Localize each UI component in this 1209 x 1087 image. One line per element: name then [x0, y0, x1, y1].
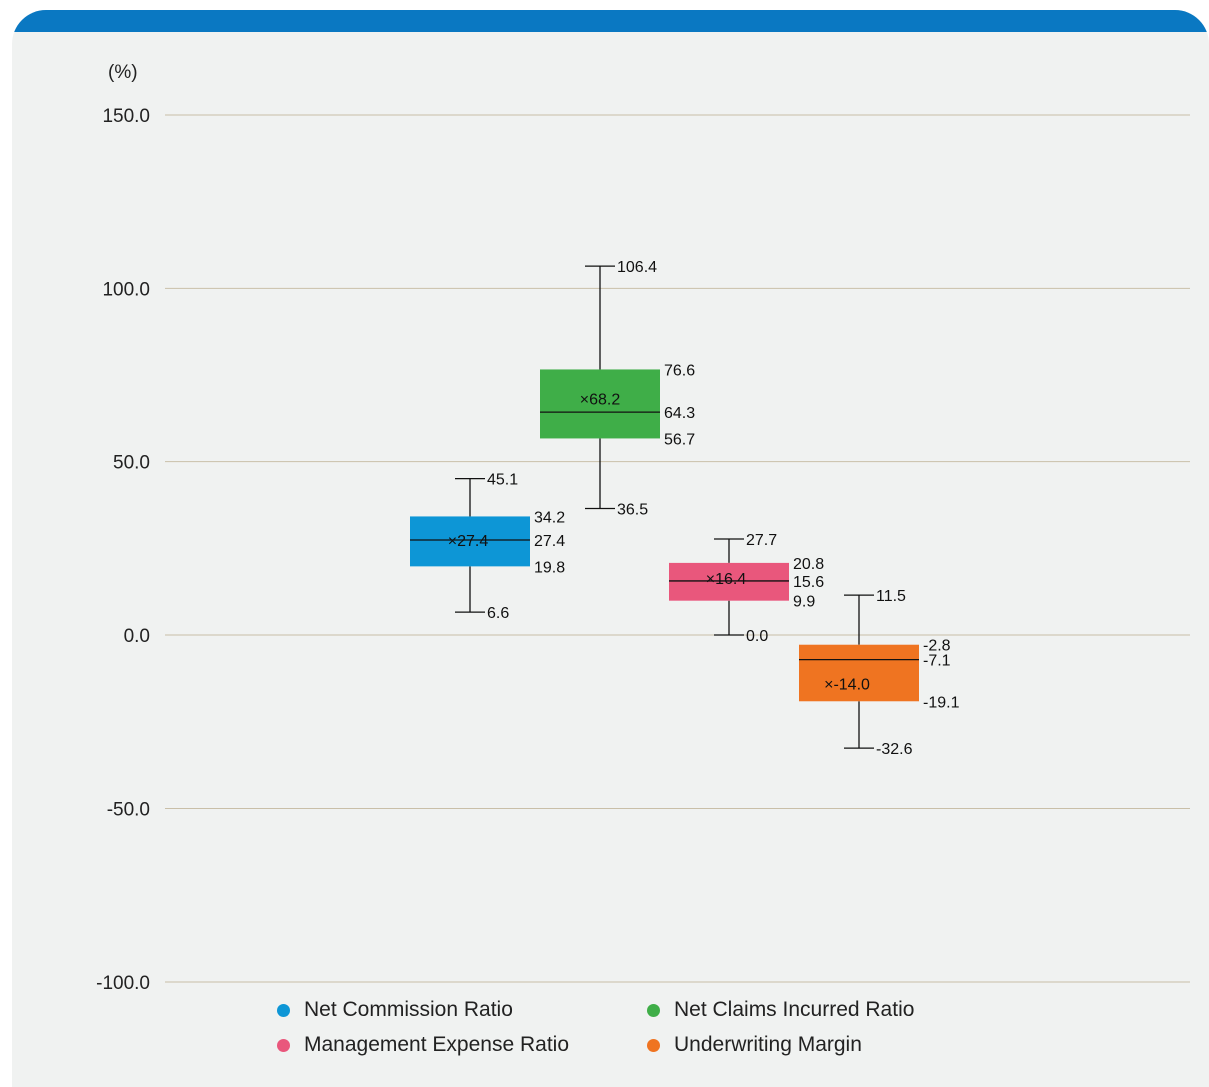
header-bar [12, 10, 1209, 32]
legend: Net Commission Ratio Net Claims Incurred… [277, 998, 977, 1078]
y-tick-label: -100.0 [96, 973, 150, 994]
y-tick-label: -50.0 [107, 800, 150, 821]
min-label-net-claims-incurred-ratio: 36.5 [617, 501, 648, 518]
y-unit-label: (%) [108, 62, 138, 83]
legend-label: Underwriting Margin [674, 1033, 862, 1056]
mean-label-underwriting-margin: ×-14.0 [824, 677, 870, 694]
q3-label-net-commission-ratio: 34.2 [534, 509, 565, 526]
legend-dot-icon [647, 1038, 660, 1052]
y-tick-label: 100.0 [102, 279, 150, 300]
q1-label-underwriting-margin: -19.1 [923, 694, 960, 711]
legend-dot-icon [647, 1003, 660, 1017]
q1-label-net-claims-incurred-ratio: 56.7 [664, 431, 695, 448]
legend-item-net-commission-ratio: Net Commission Ratio [277, 998, 513, 1022]
box-management-expense-ratio [669, 562, 789, 601]
max-label-net-claims-incurred-ratio: 106.4 [617, 259, 657, 276]
box-net-claims-incurred-ratio [540, 369, 660, 439]
legend-dot-icon [277, 1038, 290, 1052]
y-tick-label: 150.0 [102, 106, 150, 127]
median-label-net-commission-ratio: 27.4 [534, 533, 565, 550]
legend-label: Net Claims Incurred Ratio [674, 998, 915, 1021]
min-label-underwriting-margin: -32.6 [876, 741, 913, 758]
median-label-underwriting-margin: -7.1 [923, 653, 951, 670]
min-label-management-expense-ratio: 0.0 [746, 628, 768, 645]
legend-item-underwriting-margin: Underwriting Margin [647, 1033, 862, 1057]
mean-label-net-commission-ratio: ×27.4 [448, 533, 489, 550]
min-label-net-commission-ratio: 6.6 [487, 605, 509, 622]
mean-label-management-expense-ratio: ×16.4 [706, 571, 747, 588]
legend-item-management-expense-ratio: Management Expense Ratio [277, 1033, 569, 1057]
max-label-management-expense-ratio: 27.7 [746, 532, 777, 549]
max-label-net-commission-ratio: 45.1 [487, 472, 518, 489]
y-tick-label: 50.0 [113, 453, 150, 474]
box-underwriting-margin [799, 644, 919, 702]
q3-label-net-claims-incurred-ratio: 76.6 [664, 362, 695, 379]
max-label-underwriting-margin: 11.5 [876, 588, 906, 605]
boxplot-chart: (%) 150.0 100.0 50.0 0.0 -50.0 -100.0 ×27.4 45.1… [96, 62, 1190, 994]
median-label-net-claims-incurred-ratio: 64.3 [664, 405, 695, 422]
q1-label-net-commission-ratio: 19.8 [534, 559, 565, 576]
box-net-commission-ratio [410, 516, 530, 567]
legend-dot-icon [277, 1003, 290, 1017]
mean-label-net-claims-incurred-ratio: ×68.2 [580, 392, 621, 409]
q3-label-management-expense-ratio: 20.8 [793, 556, 824, 573]
legend-label: Net Commission Ratio [304, 998, 513, 1021]
legend-label: Management Expense Ratio [304, 1033, 569, 1056]
y-tick-label: 0.0 [124, 626, 150, 647]
legend-item-net-claims-incurred-ratio: Net Claims Incurred Ratio [647, 998, 914, 1022]
chart-card: (%) 150.0 100.0 50.0 0.0 -50.0 -100.0 ×27.4 45.1… [12, 10, 1209, 1087]
q1-label-management-expense-ratio: 9.9 [793, 594, 815, 611]
median-label-management-expense-ratio: 15.6 [793, 574, 824, 591]
q3-label-underwriting-margin: -2.8 [923, 638, 951, 655]
